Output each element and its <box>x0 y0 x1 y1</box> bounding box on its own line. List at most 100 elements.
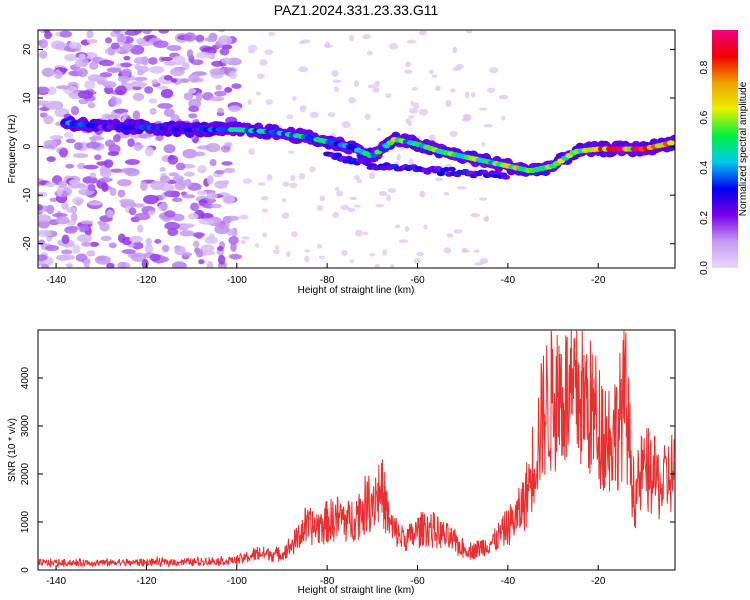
heatmap-noise-cell <box>418 30 427 36</box>
heatmap-noise-cell <box>214 180 228 189</box>
heatmap-noise-cell <box>99 72 113 78</box>
heatmap-noise-cell <box>479 258 489 264</box>
heatmap-noise-cell <box>304 255 310 263</box>
snr-x-tick-label: -80 <box>320 576 335 587</box>
heatmap-noise-cell <box>369 252 376 257</box>
heatmap-noise-cell <box>183 32 196 42</box>
heatmap-noise-cell <box>41 263 50 268</box>
heatmap-noise-cell <box>53 69 63 80</box>
spectrogram-y-tick-label: 0 <box>22 143 33 149</box>
heatmap-noise-cell <box>209 96 225 102</box>
heatmap-noise-cell <box>186 49 193 59</box>
heatmap-noise-cell <box>188 73 200 83</box>
heatmap-noise-cell <box>117 189 126 198</box>
heatmap-noise-cell <box>87 183 96 192</box>
heatmap-noise-cell <box>144 243 154 254</box>
heatmap-noise-cell <box>445 100 452 107</box>
heatmap-noise-cell <box>262 232 268 238</box>
heatmap-noise-cell <box>429 69 434 75</box>
heatmap-noise-cell <box>362 231 369 236</box>
heatmap-noise-cell <box>449 130 458 138</box>
heatmap-noise-cell <box>108 144 121 154</box>
heatmap-noise-cell <box>332 211 340 219</box>
snr-y-tick-label: 3000 <box>20 414 31 437</box>
heatmap-noise-cell <box>141 258 149 268</box>
heatmap-noise-cell <box>385 93 392 99</box>
heatmap-noise-cell <box>144 86 154 94</box>
heatmap-noise-cell <box>164 221 180 231</box>
heatmap-noise-cell <box>164 190 180 198</box>
heatmap-noise-cell <box>443 247 452 254</box>
heatmap-noise-cell <box>77 183 86 189</box>
heatmap-noise-cell <box>418 108 429 116</box>
heatmap-noise-cell <box>106 67 122 73</box>
heatmap-noise-cell <box>84 80 96 90</box>
heatmap-noise-cell <box>136 37 146 45</box>
heatmap-noise-cell <box>174 245 186 256</box>
heatmap-noise-cell <box>290 175 296 181</box>
heatmap-noise-cell <box>64 53 78 62</box>
spectrogram-frame <box>37 29 676 269</box>
heatmap-noise-cell <box>41 67 55 77</box>
heatmap-noise-cell <box>462 113 471 118</box>
heatmap-noise-cell <box>479 176 484 181</box>
heatmap-noise-cell <box>39 50 48 59</box>
heatmap-noise-cell <box>333 86 339 93</box>
snr-y-label: SNR (10 * v/v) <box>7 418 18 482</box>
heatmap-noise-cell <box>198 218 215 225</box>
heatmap-noise-cell <box>86 38 98 44</box>
heatmap-noise-cell <box>85 141 101 149</box>
heatmap-noise-cell <box>43 115 54 125</box>
heatmap-noise-cell <box>142 30 152 35</box>
heatmap-noise-cell <box>356 179 363 184</box>
heatmap-noise-cell <box>410 100 415 107</box>
heatmap-noise-cell <box>254 243 260 248</box>
heatmap-noise-cell <box>188 105 200 113</box>
heatmap-noise-cell <box>163 75 173 81</box>
heatmap-noise-cell <box>79 225 90 232</box>
heatmap-noise-cell <box>331 70 339 77</box>
heatmap-noise-cell <box>38 210 43 216</box>
heatmap-noise-cell <box>327 112 336 118</box>
heatmap-noise-cell <box>78 53 86 60</box>
heatmap-noise-cell <box>159 167 166 172</box>
heatmap-noise-cell <box>229 253 243 260</box>
heatmap-noise-cell <box>204 236 219 245</box>
heatmap-noise-cell <box>372 87 380 93</box>
heatmap-noise-cell <box>353 80 359 88</box>
heatmap-noise-cell <box>57 180 68 189</box>
heatmap-noise-cell <box>349 34 355 42</box>
heatmap-noise-cell <box>188 113 198 119</box>
spectrogram-x-axis: -140 -120 -100 -80 -60 -40 -20 <box>46 263 606 286</box>
heatmap-noise-cell <box>285 250 291 257</box>
heatmap-noise-cell <box>300 105 307 109</box>
heatmap-noise-cell <box>230 242 237 252</box>
heatmap-noise-cell <box>45 181 56 188</box>
heatmap-noise-cell <box>398 239 409 244</box>
heatmap-noise-cell <box>108 242 117 249</box>
heatmap-noise-cell <box>221 161 233 166</box>
heatmap-noise-cell <box>204 36 215 42</box>
heatmap-noise-cell <box>83 164 99 170</box>
heatmap-noise-cell <box>215 84 222 91</box>
heatmap-noise-cell <box>224 142 233 147</box>
heatmap-noise-cell <box>192 151 206 157</box>
heatmap-noise-cell <box>65 263 73 268</box>
spectrogram-x-tick-label: -20 <box>591 275 606 286</box>
heatmap-noise-cell <box>282 181 290 187</box>
heatmap-noise-cell <box>206 261 214 268</box>
heatmap-noise-cell <box>124 168 140 177</box>
heatmap-noise-cell <box>121 112 128 117</box>
heatmap-noise-cell <box>153 40 169 48</box>
heatmap-noise-cell <box>117 261 127 268</box>
heatmap-noise-cell <box>134 212 151 221</box>
heatmap-noise-cell <box>143 194 159 205</box>
heatmap-noise-cell <box>160 88 174 99</box>
heatmap-noise-cell <box>288 150 295 154</box>
heatmap-branch-cell <box>502 174 511 180</box>
heatmap-noise-cell <box>134 76 148 82</box>
heatmap-noise-cell <box>173 175 184 183</box>
heatmap-noise-cell <box>117 75 131 83</box>
spectrogram-y-tick-label: -10 <box>22 187 33 202</box>
heatmap-noise-cell <box>98 59 115 67</box>
